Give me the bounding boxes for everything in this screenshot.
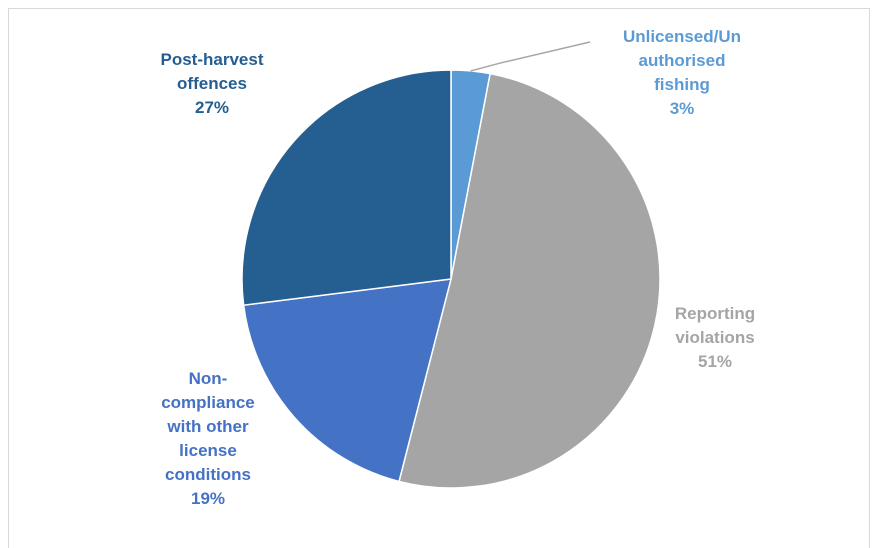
slice-label-line: compliance xyxy=(161,393,255,412)
slice-labels: Unlicensed/Un authorised fishing 3% Reportin… xyxy=(161,27,756,508)
pie-slice-2 xyxy=(242,278,453,483)
slice-label-line: with other xyxy=(166,417,249,436)
slice-value-label: 51% xyxy=(698,352,732,371)
slice-label-line: license xyxy=(179,441,237,460)
slice-label-line: offences xyxy=(177,74,247,93)
slice-label-line: fishing xyxy=(654,75,710,94)
slice-label-line: Non- xyxy=(189,369,228,388)
slice-label-1: Reporting violations 51% xyxy=(675,304,755,371)
slice-label-line: authorised xyxy=(639,51,726,70)
slice-label-line: Reporting xyxy=(675,304,755,323)
pie-slices xyxy=(241,69,661,489)
slice-label-line: violations xyxy=(675,328,754,347)
slice-value-label: 27% xyxy=(195,98,229,117)
pie-slice-3 xyxy=(241,69,452,307)
slice-label-3: Post-harvest offences 27% xyxy=(161,50,264,117)
slice-label-line: conditions xyxy=(165,465,251,484)
leader-lines xyxy=(470,41,591,72)
slice-label-0: Unlicensed/Un authorised fishing 3% xyxy=(623,27,741,118)
slice-label-line: Unlicensed/Un xyxy=(623,27,741,46)
slice-label-line: Post-harvest xyxy=(161,50,264,69)
pie-slice-1 xyxy=(398,72,661,489)
slice-value-label: 19% xyxy=(191,489,225,508)
chart-frame xyxy=(8,8,870,548)
slice-value-label: 3% xyxy=(670,99,695,118)
leader-line-0 xyxy=(470,41,591,72)
slice-label-2: Non-compliance with other license condition… xyxy=(161,369,255,508)
